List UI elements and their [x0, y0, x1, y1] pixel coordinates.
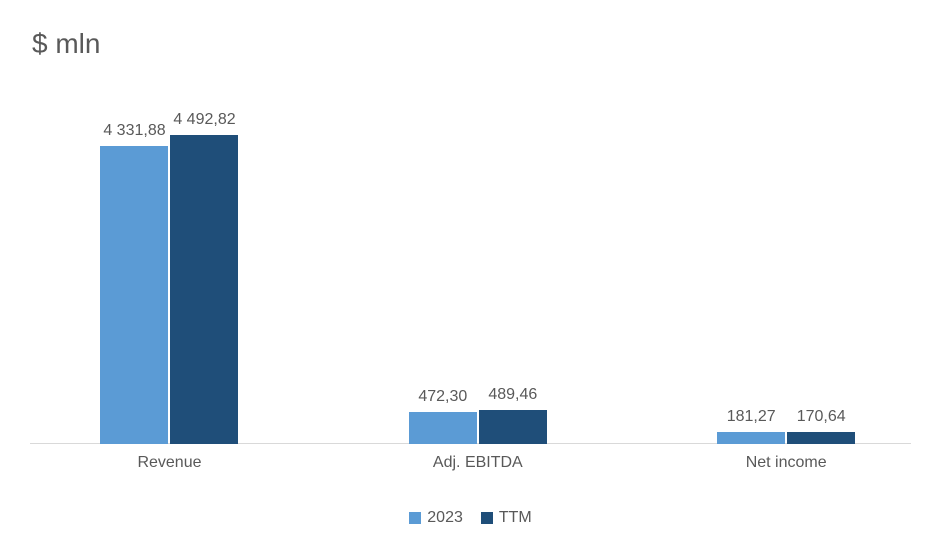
- legend-item-2023: 2023: [409, 509, 463, 527]
- legend: 2023 TTM: [0, 509, 941, 527]
- bar: 4 331,88: [100, 146, 168, 444]
- bar-value-label: 181,27: [717, 408, 785, 432]
- bar-group: 4 331,884 492,82Revenue: [100, 100, 238, 444]
- category-label: Net income: [686, 454, 886, 472]
- legend-item-ttm: TTM: [481, 509, 532, 527]
- bar-value-label: 472,30: [409, 388, 477, 412]
- bar-value-label: 489,46: [479, 386, 547, 410]
- legend-swatch-ttm: [481, 512, 493, 524]
- chart-title: $ mln: [32, 28, 100, 60]
- bar-group: 472,30489,46Adj. EBITDA: [409, 100, 547, 444]
- bar-value-label: 170,64: [787, 408, 855, 432]
- bar-value-label: 4 492,82: [170, 111, 238, 135]
- bar: 170,64: [787, 432, 855, 444]
- bar: 489,46: [479, 410, 547, 444]
- legend-swatch-2023: [409, 512, 421, 524]
- legend-label-2023: 2023: [427, 509, 463, 527]
- category-label: Revenue: [69, 454, 269, 472]
- category-label: Adj. EBITDA: [378, 454, 578, 472]
- financial-bar-chart: $ mln 4 331,884 492,82Revenue472,30489,4…: [0, 0, 941, 549]
- bar-group: 181,27170,64Net income: [717, 100, 855, 444]
- bar: 472,30: [409, 412, 477, 444]
- bar: 4 492,82: [170, 135, 238, 444]
- bar-value-label: 4 331,88: [100, 122, 168, 146]
- bar: 181,27: [717, 432, 785, 444]
- legend-label-ttm: TTM: [499, 509, 532, 527]
- plot-area: 4 331,884 492,82Revenue 472,30489,46Adj. …: [30, 100, 911, 444]
